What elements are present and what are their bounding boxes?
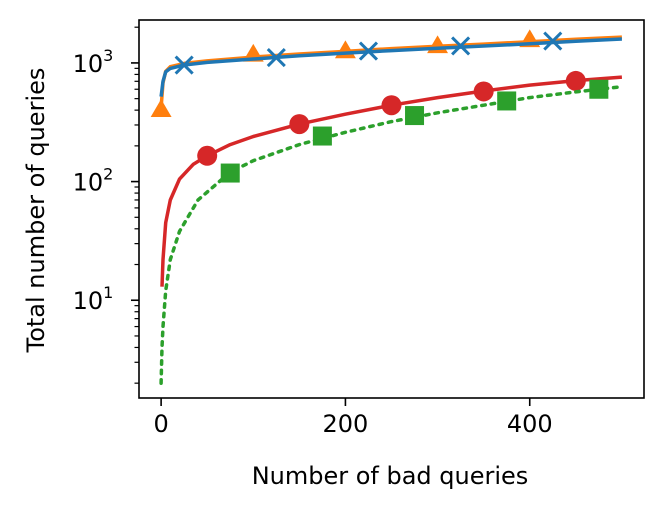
series-line	[159, 84, 624, 385]
y-tick-base: 10	[73, 50, 104, 78]
data-point	[405, 106, 425, 126]
data-point	[589, 79, 609, 99]
data-point	[473, 81, 494, 102]
y-tick-base: 10	[73, 169, 104, 197]
data-point	[174, 55, 194, 75]
data-point	[220, 163, 240, 183]
data-point	[381, 95, 402, 116]
y-tick-exponent: 3	[103, 46, 113, 65]
data-point	[497, 91, 517, 111]
data-point	[312, 126, 332, 146]
y-axis-title: Total number of queries	[22, 68, 50, 354]
x-axis: 0 200 400	[153, 398, 553, 438]
x-tick-label: 400	[507, 410, 553, 438]
y-tick-label: 102	[73, 165, 114, 197]
series-line	[160, 75, 623, 287]
x-tick-label: 0	[153, 410, 168, 438]
data-point	[451, 36, 471, 56]
y-tick-exponent: 1	[103, 283, 113, 302]
data-point	[197, 145, 218, 166]
plot-area	[150, 29, 624, 385]
y-tick-label: 103	[73, 46, 114, 78]
series-line	[159, 37, 622, 97]
y-tick-base: 10	[73, 287, 104, 315]
data-point	[289, 114, 310, 135]
x-tick-label: 200	[323, 410, 369, 438]
y-tick-label: 101	[73, 283, 114, 315]
data-point	[543, 31, 563, 51]
y-tick-exponent: 2	[103, 165, 113, 184]
x-axis-title: Number of bad queries	[252, 462, 529, 490]
plot-frame	[138, 19, 645, 399]
data-point	[266, 47, 286, 68]
data-point	[565, 70, 586, 91]
data-point	[358, 41, 379, 61]
data-point	[150, 99, 172, 117]
